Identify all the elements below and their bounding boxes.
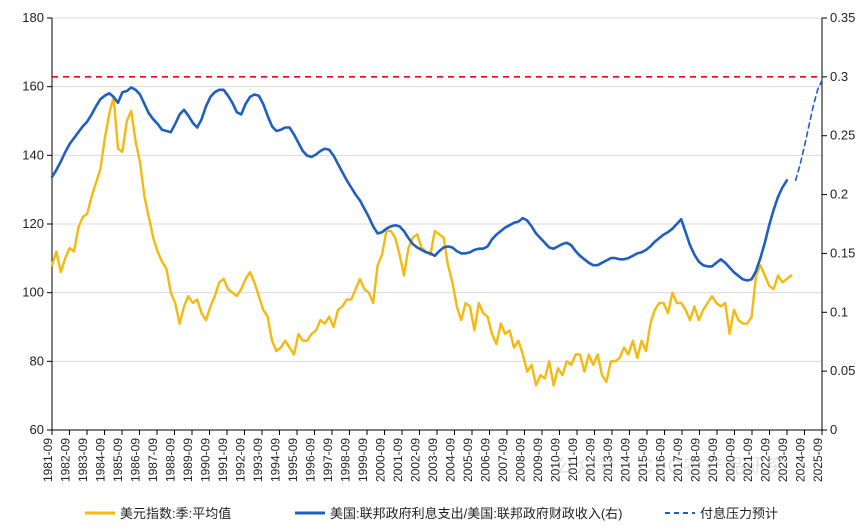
x-axis-tick-label: 1987-09 [146, 438, 160, 482]
x-axis-tick-label: 2010-09 [549, 438, 563, 482]
x-axis-tick-label: 2023-09 [776, 438, 790, 482]
legend-label: 付息压力预计 [700, 506, 778, 521]
x-axis-tick-label: 1994-09 [269, 438, 283, 482]
x-axis-tick-label: 1991-09 [216, 438, 230, 482]
x-axis-tick-label: 1989-09 [181, 438, 195, 482]
x-axis-tick-label: 2013-09 [601, 438, 615, 482]
x-axis-tick-label: 2000-09 [374, 438, 388, 482]
left-axis-tick-label: 140 [22, 147, 44, 162]
left-axis-tick-label: 160 [22, 79, 44, 94]
right-axis-tick-label: 0.1 [830, 304, 848, 319]
x-axis-tick-label: 2020-09 [724, 438, 738, 482]
x-axis-tick-label: 1985-09 [111, 438, 125, 482]
line-chart: 60 80 100 120 140 160 180 0 0.05 0.1 0.15 0.2 0.25 0.… [0, 0, 865, 531]
x-axis-tick-label: 2007-09 [496, 438, 510, 482]
x-axis-tick-label: 2004-09 [444, 438, 458, 482]
x-axis-tick-label: 2008-09 [514, 438, 528, 482]
x-axis-tick-label: 1997-09 [321, 438, 335, 482]
x-axis-tick-label: 1983-09 [76, 438, 90, 482]
x-axis-tick-label: 2011-09 [566, 438, 580, 481]
right-axis-tick-label: 0.25 [830, 128, 855, 143]
x-axis-tick-label: 2022-09 [759, 438, 773, 482]
x-axis-tick-label: 2016-09 [654, 438, 668, 482]
left-axis-tick-label: 120 [22, 216, 44, 231]
x-axis-tick-label: 2018-09 [689, 438, 703, 482]
x-axis-tick-label: 2021-09 [741, 438, 755, 482]
right-axis-tick-label: 0.2 [830, 187, 848, 202]
x-axis-tick-label: 2003-09 [426, 438, 440, 482]
x-axis-tick-label: 2002-09 [409, 438, 423, 482]
x-axis-tick-label: 2005-09 [461, 438, 475, 482]
x-axis-tick-label: 2012-09 [584, 438, 598, 482]
right-axis-tick-label: 0.35 [830, 10, 855, 25]
x-axis-tick-label: 2025-09 [811, 438, 825, 482]
x-axis-tick-label: 2009-09 [531, 438, 545, 482]
x-axis-tick-label: 1996-09 [304, 438, 318, 482]
left-axis-tick-label: 100 [22, 285, 44, 300]
right-axis-tick-label: 0.3 [830, 69, 848, 84]
x-axis-tick-label: 1998-09 [339, 438, 353, 482]
x-axis-tick-label: 2001-09 [391, 438, 405, 482]
right-axis-tick-label: 0 [830, 422, 837, 437]
right-axis-tick-label: 0.05 [830, 363, 855, 378]
x-axis-tick-label: 2017-09 [671, 438, 685, 482]
x-axis-tick-label: 2024-09 [794, 438, 808, 482]
x-axis-tick-label: 2019-09 [706, 438, 720, 482]
x-axis-tick-label: 1999-09 [356, 438, 370, 482]
left-axis-tick-label: 180 [22, 10, 44, 25]
x-axis-tick-label: 2014-09 [619, 438, 633, 482]
x-axis-tick-label: 1986-09 [129, 438, 143, 482]
x-axis-tick-label: 1981-09 [41, 438, 55, 482]
x-axis-tick-label: 1982-09 [59, 438, 73, 482]
x-axis-tick-label: 2015-09 [636, 438, 650, 482]
x-axis-tick-label: 2006-09 [479, 438, 493, 482]
left-axis-tick-label: 60 [30, 422, 44, 437]
x-axis-tick-label: 1993-09 [251, 438, 265, 482]
x-axis-tick-label: 1990-09 [199, 438, 213, 482]
x-axis-tick-label: 1992-09 [234, 438, 248, 482]
x-axis-tick-label: 1984-09 [94, 438, 108, 482]
legend-label: 美元指数:季:平均值 [120, 506, 231, 521]
x-axis-tick-label: 1988-09 [164, 438, 178, 482]
x-axis-tick-label: 1995-09 [286, 438, 300, 482]
legend-label: 美国:联邦政府利息支出/美国:联邦政府财政收入(右) [330, 506, 623, 521]
right-axis-tick-label: 0.15 [830, 245, 855, 260]
left-axis-tick-label: 80 [30, 353, 44, 368]
